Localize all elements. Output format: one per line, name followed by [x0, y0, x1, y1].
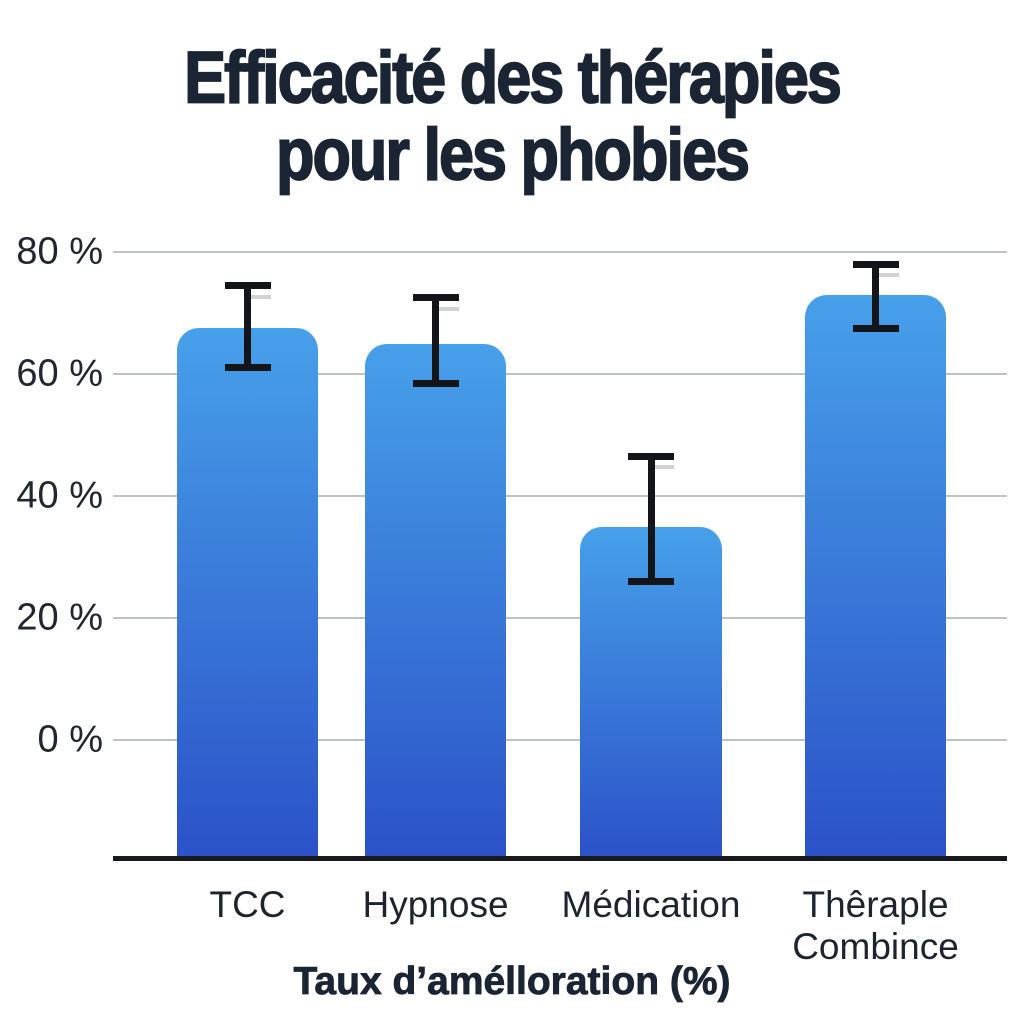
error-bar-ghost-dash: [438, 306, 459, 311]
x-category-label: TCC: [88, 884, 408, 926]
chart-title: Efficacité des thérapies pour les phobie…: [0, 36, 1024, 196]
y-axis-tick-label: 20 %: [16, 596, 103, 639]
y-axis-tick-label: 40 %: [16, 474, 103, 517]
chart-title-line-2: pour les phobies: [275, 113, 751, 196]
bar-th-raple-combince: [805, 294, 946, 861]
chart-title-line-1: Efficacité des thérapies: [183, 36, 842, 119]
x-axis-title: Taux d’amélloration (%): [293, 960, 731, 1004]
error-bar-cap-bottom: [628, 577, 674, 585]
y-axis-tick-label: 80 %: [16, 230, 103, 273]
y-axis-tick-label: 0 %: [37, 718, 103, 761]
gridline-80pct: [113, 251, 1007, 253]
gridline-20pct: [113, 617, 1007, 619]
x-category-label: Hypnose: [276, 884, 596, 926]
error-bar-stem: [432, 297, 439, 384]
error-bar-cap-top: [852, 260, 899, 268]
x-category-label-line: Hypnose: [362, 884, 509, 925]
x-category-label: Thêraple Combince: [716, 884, 1024, 968]
gridline-0pct: [113, 739, 1007, 741]
bar-hypnose: [365, 343, 506, 861]
x-category-label-line: Médication: [561, 884, 741, 925]
gridline-60pct: [113, 373, 1007, 375]
error-bar-stem: [872, 264, 879, 329]
gridline-40pct: [113, 495, 1007, 497]
y-axis-tick-label: 60 %: [16, 352, 103, 395]
x-category-label-line: Thêraple: [802, 884, 949, 925]
error-bar-cap-top: [412, 294, 459, 302]
error-bar-cap-bottom: [224, 364, 271, 372]
error-bar-ghost-dash: [250, 294, 271, 299]
error-bar-stem: [647, 456, 655, 582]
error-bar-cap-bottom: [852, 324, 899, 332]
bar-tcc: [177, 328, 318, 861]
x-category-label-line: TCC: [209, 884, 286, 925]
error-bar-cap-top: [628, 452, 674, 460]
error-bar-cap-bottom: [412, 379, 459, 387]
error-bar-ghost-dash: [654, 465, 674, 470]
error-bar-stem: [244, 285, 251, 368]
x-category-label-line: Combince: [792, 926, 959, 967]
x-axis-line: [113, 856, 1007, 861]
error-bar-cap-top: [224, 282, 271, 290]
error-bar-ghost-dash: [878, 273, 899, 278]
x-category-label: Médication: [491, 884, 811, 926]
